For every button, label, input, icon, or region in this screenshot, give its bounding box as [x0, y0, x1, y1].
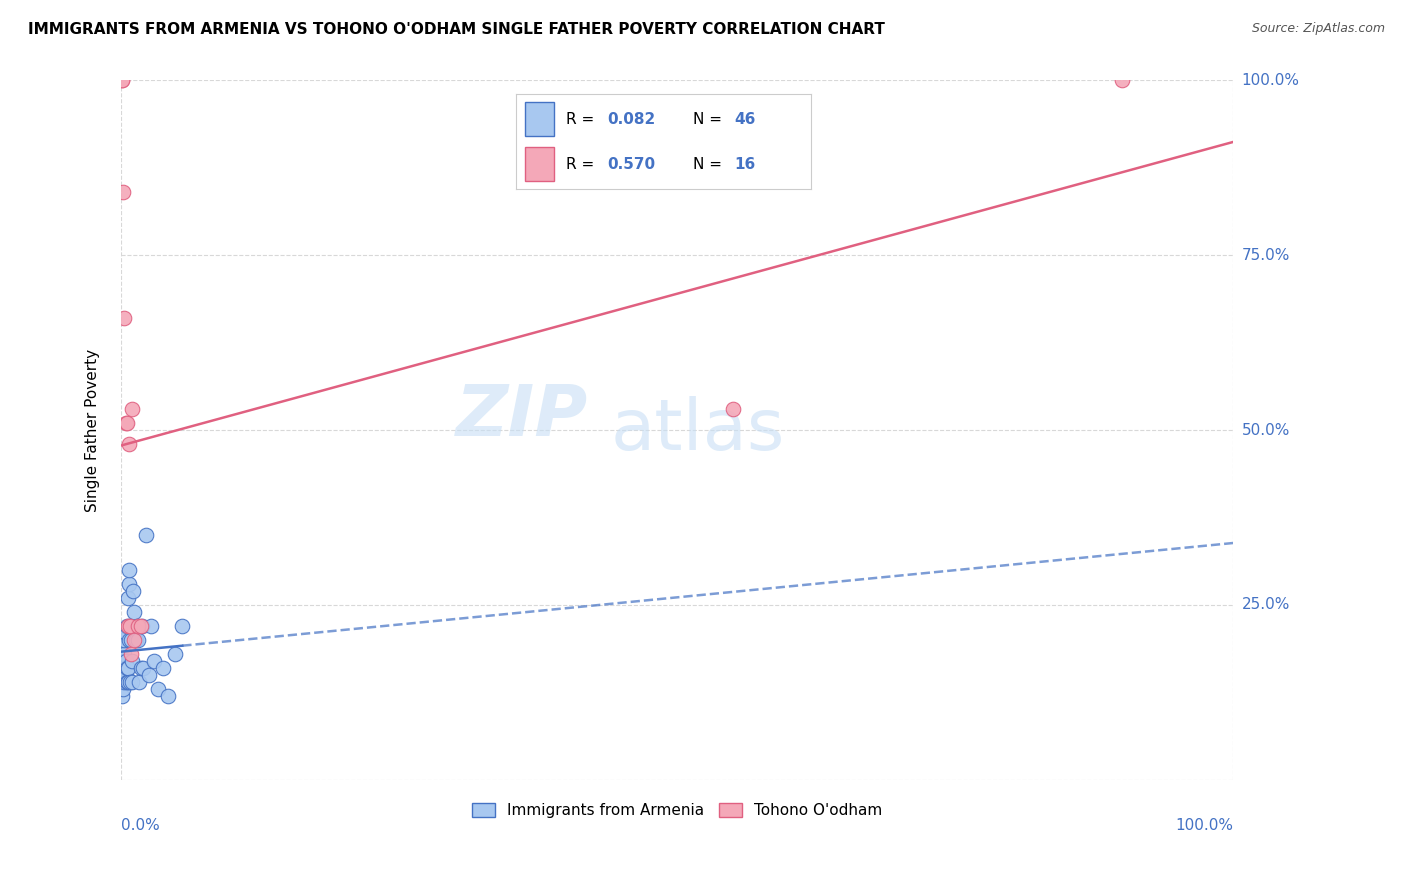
Point — [122, 583, 145, 598]
Point — [114, 625, 136, 640]
Point — [121, 674, 143, 689]
Point — [118, 563, 141, 577]
Text: atlas: atlas — [610, 395, 785, 465]
Text: 25.0%: 25.0% — [1241, 598, 1289, 612]
Point — [111, 73, 134, 87]
Point — [156, 689, 179, 703]
Point — [114, 416, 136, 430]
Point — [129, 661, 152, 675]
Point — [115, 416, 138, 430]
Point — [118, 674, 141, 689]
Point — [114, 647, 136, 661]
Point — [121, 402, 143, 417]
Point — [146, 681, 169, 696]
Point — [114, 654, 136, 668]
Point — [112, 640, 135, 654]
Point — [143, 654, 166, 668]
Point — [114, 632, 136, 647]
Text: 100.0%: 100.0% — [1175, 818, 1233, 833]
Point — [132, 661, 155, 675]
Text: IMMIGRANTS FROM ARMENIA VS TOHONO O'ODHAM SINGLE FATHER POVERTY CORRELATION CHAR: IMMIGRANTS FROM ARMENIA VS TOHONO O'ODHA… — [28, 22, 884, 37]
Point — [114, 667, 136, 681]
Point — [118, 619, 141, 633]
Point — [118, 619, 141, 633]
Point — [112, 186, 135, 200]
Point — [131, 619, 153, 633]
Point — [127, 619, 149, 633]
Point — [111, 73, 134, 87]
Point — [112, 681, 135, 696]
Point — [163, 647, 186, 661]
Point — [124, 632, 146, 647]
Point — [121, 654, 143, 668]
Point — [721, 402, 744, 417]
Point — [117, 619, 139, 633]
Point — [112, 654, 135, 668]
Point — [117, 674, 139, 689]
Point — [172, 619, 194, 633]
Text: 50.0%: 50.0% — [1241, 423, 1289, 438]
Point — [141, 619, 163, 633]
Point — [112, 667, 135, 681]
Point — [115, 674, 138, 689]
Point — [111, 674, 134, 689]
Point — [115, 619, 138, 633]
Point — [114, 674, 136, 689]
Text: 100.0%: 100.0% — [1241, 73, 1299, 88]
Point — [111, 689, 134, 703]
Point — [125, 619, 148, 633]
Text: 75.0%: 75.0% — [1241, 248, 1289, 263]
Text: ZIP: ZIP — [456, 382, 588, 450]
Point — [124, 632, 146, 647]
Point — [120, 647, 142, 661]
Point — [115, 661, 138, 675]
Point — [1111, 73, 1133, 87]
Text: Source: ZipAtlas.com: Source: ZipAtlas.com — [1251, 22, 1385, 36]
Point — [118, 437, 141, 451]
Point — [118, 632, 141, 647]
Point — [127, 632, 149, 647]
Point — [138, 667, 160, 681]
Point — [129, 619, 152, 633]
Point — [135, 528, 157, 542]
Point — [124, 605, 146, 619]
Point — [120, 632, 142, 647]
Point — [114, 661, 136, 675]
Point — [118, 577, 141, 591]
Y-axis label: Single Father Poverty: Single Father Poverty — [86, 349, 100, 512]
Point — [152, 661, 174, 675]
Point — [128, 674, 150, 689]
Point — [117, 591, 139, 605]
Text: 0.0%: 0.0% — [121, 818, 160, 833]
Point — [117, 661, 139, 675]
Legend: Immigrants from Armenia, Tohono O'odham: Immigrants from Armenia, Tohono O'odham — [465, 797, 889, 824]
Point — [114, 311, 136, 326]
Point — [111, 661, 134, 675]
